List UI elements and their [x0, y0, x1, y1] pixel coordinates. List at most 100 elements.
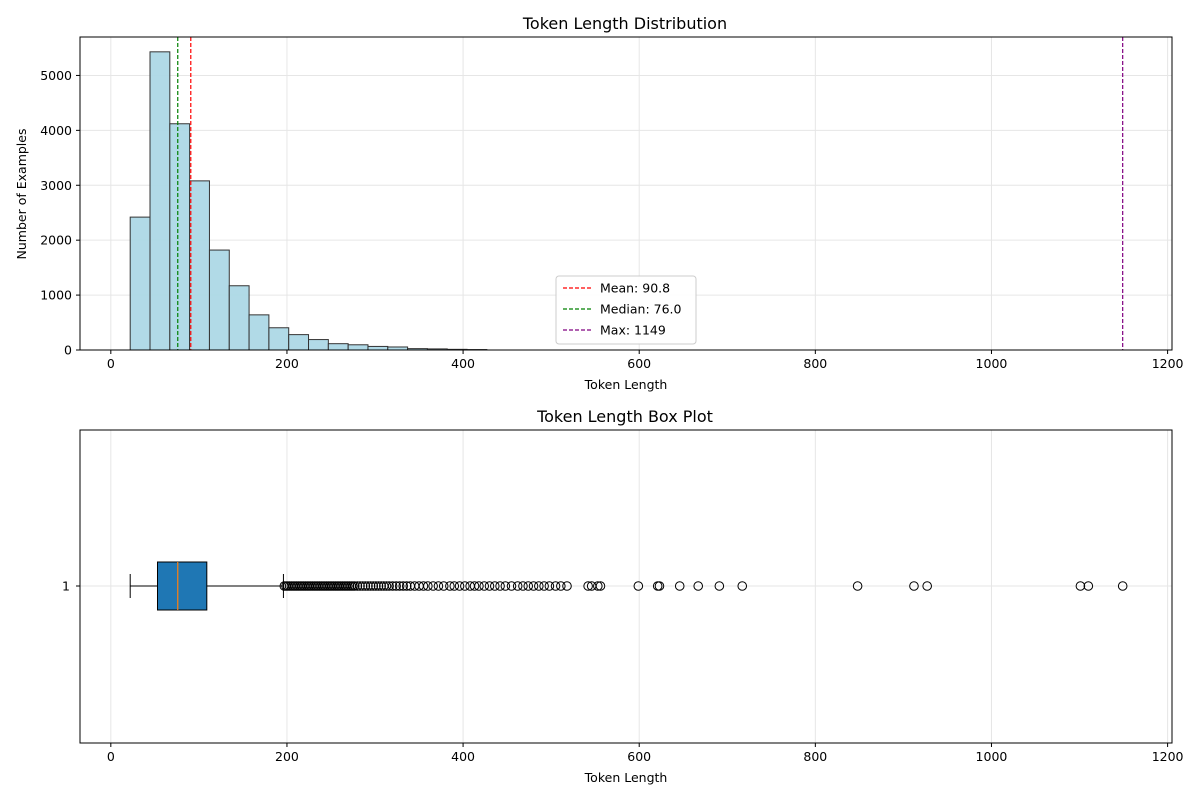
outlier-point — [512, 581, 523, 591]
histogram-y-ticks: 0 1000 2000 3000 4000 5000 — [40, 68, 80, 358]
outlier-point — [394, 581, 405, 591]
histogram-bar — [189, 180, 210, 351]
boxplot-panel: Token Length Box Plot 0 200 400 600 800 1000 1… — [62, 407, 1184, 785]
histogram-x-ticks: 0 200 400 600 800 1000 1200 — [107, 350, 1184, 371]
boxplot-x-ticks: 0 200 400 600 800 1000 1200 — [107, 743, 1184, 764]
outlier-point — [539, 581, 549, 591]
outlier-point — [534, 581, 544, 591]
outlier-point — [693, 581, 704, 591]
outlier-point — [484, 581, 495, 591]
outlier-point — [714, 581, 725, 591]
outlier-point — [469, 581, 480, 591]
y-tick-label: 1 — [62, 579, 70, 594]
outlier-point — [674, 581, 685, 591]
histogram-bar — [347, 344, 369, 351]
histogram-bar — [169, 123, 191, 351]
x-tick-label: 200 — [275, 356, 299, 371]
outlier-point — [922, 581, 932, 591]
outlier-point — [562, 581, 572, 591]
x-tick-label: 1200 — [1152, 356, 1184, 371]
outlier-point — [391, 581, 401, 591]
y-tick-label: 3000 — [40, 178, 72, 193]
outlier-point — [654, 581, 665, 591]
outlier-point — [352, 581, 363, 591]
y-tick-label: 4000 — [40, 123, 72, 138]
histogram-bar — [248, 314, 270, 351]
legend-box — [555, 275, 697, 345]
outlier-point — [445, 581, 455, 591]
outlier-point — [556, 581, 566, 591]
histogram-bar — [149, 51, 171, 351]
x-tick-label: 800 — [803, 356, 827, 371]
x-tick-label: 1000 — [976, 356, 1008, 371]
outlier-point — [381, 581, 392, 591]
outlier-point — [418, 581, 429, 591]
outlier-point — [737, 581, 748, 591]
x-tick-label: 800 — [803, 749, 827, 764]
outlier-point — [438, 581, 449, 591]
outlier-point — [454, 581, 465, 591]
outlier-point — [449, 581, 460, 591]
outlier-point — [357, 581, 368, 591]
histogram-legend: Mean: 90.8 Median: 76.0 Max: 1149 — [555, 275, 697, 345]
outlier-point — [550, 581, 561, 591]
boxplot-y-ticks: 1 — [62, 579, 80, 594]
outlier-point — [474, 581, 484, 591]
outlier-point — [373, 581, 384, 591]
outlier-point — [460, 581, 470, 591]
histogram-bar — [228, 285, 250, 351]
outlier-point — [583, 581, 593, 591]
outlier-point — [376, 581, 386, 591]
outlier-point — [518, 581, 528, 591]
boxplot-title: Token Length Box Plot — [536, 407, 713, 426]
outlier-point — [909, 581, 919, 591]
histogram-y-axis-label: Number of Examples — [14, 129, 29, 260]
outlier-point — [506, 581, 517, 591]
outlier-point — [387, 581, 398, 591]
histogram-title: Token Length Distribution — [522, 14, 727, 33]
histogram-bar — [288, 334, 310, 351]
outlier-point — [852, 581, 863, 591]
outlier-point — [595, 581, 606, 591]
x-tick-label: 600 — [627, 356, 651, 371]
outlier-point — [489, 581, 500, 591]
outlier-point — [479, 581, 490, 591]
outlier-point — [500, 581, 511, 591]
histogram-bar — [129, 216, 151, 351]
outlier-point — [1083, 581, 1094, 591]
outlier-point — [633, 581, 644, 591]
y-tick-label: 0 — [64, 343, 72, 358]
outlier-point — [1117, 581, 1128, 591]
legend-entry: Median: 76.0 — [600, 302, 682, 317]
y-tick-label: 5000 — [40, 68, 72, 83]
x-tick-label: 0 — [107, 749, 115, 764]
outlier-point — [363, 581, 373, 591]
boxplot-grid — [80, 430, 1172, 743]
boxplot-marks — [129, 561, 1128, 611]
x-tick-label: 400 — [451, 749, 475, 764]
x-tick-label: 1200 — [1152, 749, 1184, 764]
histogram-bar — [367, 345, 389, 351]
outlier-point — [371, 581, 381, 591]
outlier-point — [349, 581, 360, 591]
x-tick-label: 400 — [451, 356, 475, 371]
outlier-point — [593, 581, 603, 591]
outlier-point — [523, 581, 534, 591]
x-tick-label: 600 — [627, 749, 651, 764]
histogram-panel: Token Length Distribution 0 200 400 600 800 1… — [14, 14, 1184, 392]
histogram-axes-frame — [79, 36, 1173, 351]
histogram-x-axis-label: Token Length — [584, 377, 668, 392]
histogram-bar — [268, 327, 290, 351]
outlier-point — [360, 581, 371, 591]
histogram-bars — [129, 51, 488, 351]
outlier-point — [433, 581, 444, 591]
outlier-point — [398, 581, 408, 591]
histogram-bar — [208, 249, 230, 351]
outlier-point — [365, 581, 376, 591]
boxplot-x-axis-label: Token Length — [584, 770, 668, 785]
histogram-bar — [327, 343, 349, 351]
outlier-point — [368, 581, 379, 591]
outlier-point — [355, 581, 365, 591]
y-tick-label: 2000 — [40, 233, 72, 248]
